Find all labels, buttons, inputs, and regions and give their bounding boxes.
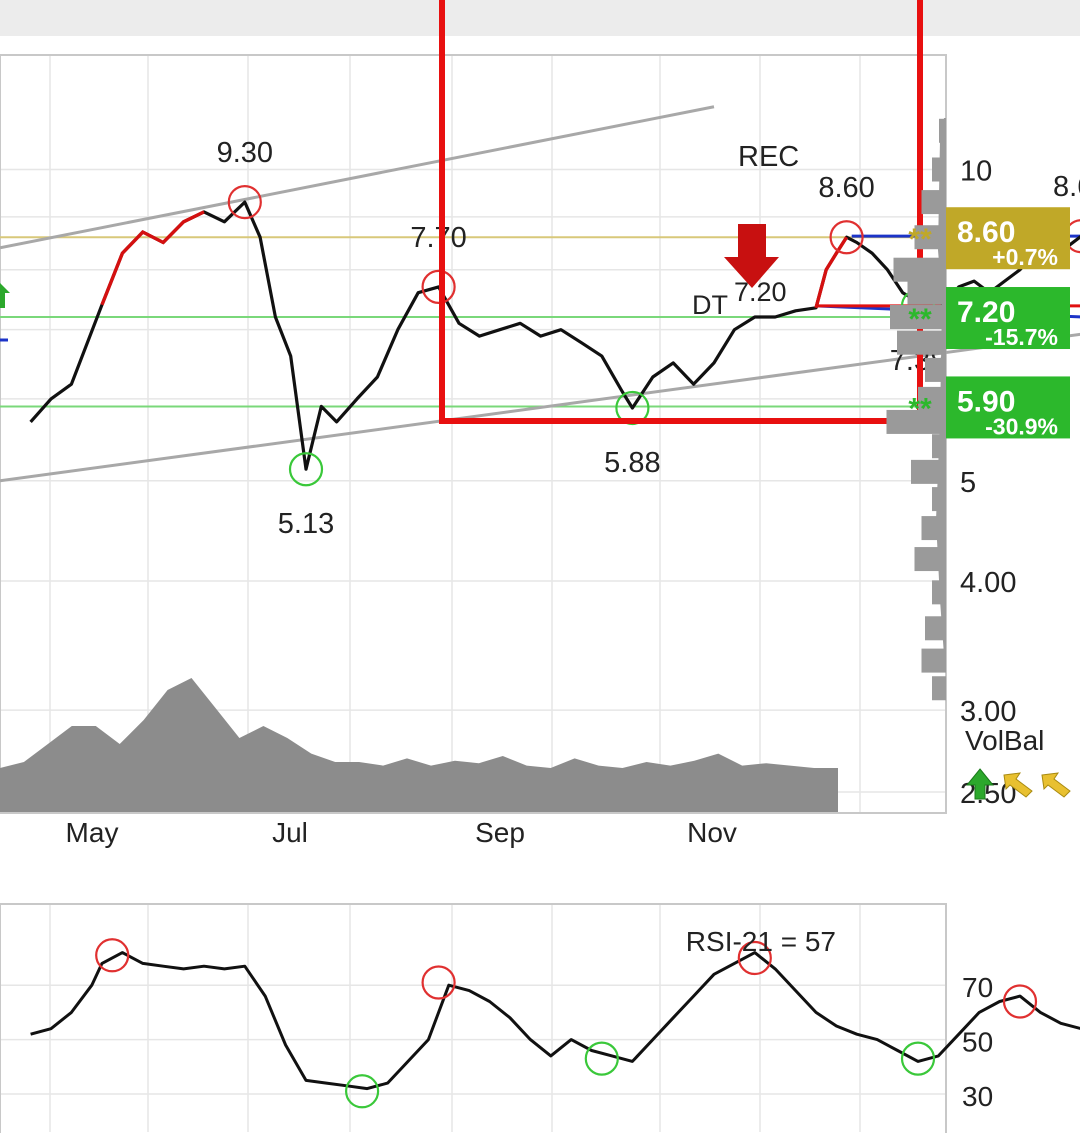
volume-profile-bar xyxy=(890,305,946,330)
price-tag-value: 8.60 xyxy=(957,216,1015,249)
rsi-panel-frame xyxy=(0,903,947,1133)
peak-value-label: 9.30 xyxy=(217,137,273,169)
price-tag-value: 5.90 xyxy=(957,385,1015,418)
highlight-box xyxy=(439,0,923,424)
rsi-series-line xyxy=(30,951,1080,1091)
trough-value-label: 5.13 xyxy=(278,508,334,540)
buy-signal-arrow xyxy=(0,283,10,308)
volume-profile-bar xyxy=(918,386,946,411)
price-tag-star: ** xyxy=(908,303,932,336)
volbal-signal-arrows xyxy=(965,768,1071,800)
rsi-pivot-markers xyxy=(95,938,1038,1109)
time-axis: May Jul Sep Nov xyxy=(66,817,737,848)
volume-profile-bar xyxy=(914,225,946,250)
trough-marker xyxy=(288,452,324,487)
price-tag-star: ** xyxy=(908,392,932,425)
trend-line-channel-upper xyxy=(0,105,715,250)
volume-profile-bar xyxy=(932,434,946,459)
target-label: 7.20 xyxy=(734,277,787,307)
top-bar xyxy=(0,0,1080,36)
volume-profile-bar xyxy=(886,409,946,434)
volume-profile-bar xyxy=(932,487,946,512)
volume-profile-bar xyxy=(925,616,946,641)
volume-profile-bar xyxy=(921,516,946,541)
month-tick-label: Jul xyxy=(272,817,308,848)
volume-profile-bar xyxy=(925,357,946,382)
price-tag-star: ** xyxy=(908,223,932,256)
signal-arrow-neutral xyxy=(1003,772,1033,798)
volume-profile-bar xyxy=(932,676,946,701)
trough-value-label: 5.88 xyxy=(604,447,660,479)
price-tag-value: 7.20 xyxy=(957,296,1015,329)
volume-profile-bar xyxy=(914,547,946,572)
price-level-lines xyxy=(0,236,946,408)
price-series-breakout-segment xyxy=(814,236,849,309)
volbal-label: VolBal xyxy=(965,725,1044,756)
month-tick-label: Nov xyxy=(687,817,737,848)
rsi-peak-marker xyxy=(421,965,456,1000)
rsi-trough-marker xyxy=(584,1041,619,1076)
peak-value-label: 8.60 xyxy=(818,172,874,204)
rsi-panel: 70 50 30 RSI-21 = 57 xyxy=(0,903,1080,1133)
price-tag-change: -30.9% xyxy=(985,413,1058,439)
volume-profile-bar xyxy=(911,459,946,484)
rsi-line xyxy=(30,951,1080,1091)
rsi-grid: 70 50 30 xyxy=(1,905,993,1132)
price-tag-box xyxy=(946,207,1070,270)
peak-marker xyxy=(421,269,456,304)
peak-value-label: 7.70 xyxy=(410,222,466,254)
rsi-peak-marker xyxy=(95,938,130,973)
price-series-breakout-segment xyxy=(100,210,205,306)
volume-profile-bar xyxy=(932,157,946,182)
volume-balance-area xyxy=(0,678,838,812)
volume-profile-bar xyxy=(939,118,946,143)
rsi-tick-label: 30 xyxy=(962,1081,993,1112)
volume-profile-bar xyxy=(932,580,946,605)
peak-value-label: 8.62 xyxy=(1053,171,1080,203)
signal-arrow-up xyxy=(965,768,995,800)
dt-label: DT xyxy=(692,290,728,320)
volume-balance-shape xyxy=(0,678,838,812)
rsi-tick-label: 70 xyxy=(962,972,993,1003)
highlight-rectangle xyxy=(439,0,923,424)
signal-arrow-neutral xyxy=(1041,772,1071,798)
month-tick-label: May xyxy=(66,817,119,848)
price-tick-label: 4.00 xyxy=(960,567,1016,599)
rsi-peak-marker xyxy=(737,940,772,976)
rec-label: REC xyxy=(738,141,799,173)
price-tick-label: 3.00 xyxy=(960,696,1016,728)
volume-profile-bar xyxy=(921,648,946,673)
price-tag-box xyxy=(946,376,1070,439)
price-tick-label: 10 xyxy=(960,156,992,188)
rsi-peak-marker xyxy=(1002,984,1038,1019)
rsi-tick-label: 50 xyxy=(962,1027,993,1058)
volume-profile xyxy=(886,118,946,701)
volume-profile-bar xyxy=(907,280,946,305)
pivot-markers: 9.307.708.608.625.135.887.38 xyxy=(217,137,1080,540)
volume-profile-bar xyxy=(921,190,946,215)
rsi-trough-marker xyxy=(900,1041,936,1076)
price-tag-change: +0.7% xyxy=(992,244,1058,270)
month-tick-label: Sep xyxy=(475,817,525,848)
price-tag-box xyxy=(946,287,1070,350)
peak-marker xyxy=(227,184,262,220)
rsi-trough-marker xyxy=(345,1074,380,1109)
volume-profile-bar xyxy=(897,330,946,355)
rsi-title: RSI-21 = 57 xyxy=(686,926,836,957)
price-panel-frame xyxy=(0,54,947,814)
pattern-annotations: REC DT 7.20 xyxy=(692,141,799,320)
price-tags: 8.60+0.7% ** 7.20-15.7% ** 5.90-30.9% ** xyxy=(908,207,1070,439)
price-tag-change: -15.7% xyxy=(985,324,1058,350)
peak-marker xyxy=(829,220,864,255)
sell-signal-arrow xyxy=(724,224,779,288)
price-panel: 9.307.708.608.625.135.887.38 REC DT 7.20 xyxy=(0,0,1080,814)
price-tick-label: 5 xyxy=(960,467,976,499)
volume-profile-bar xyxy=(893,257,946,282)
